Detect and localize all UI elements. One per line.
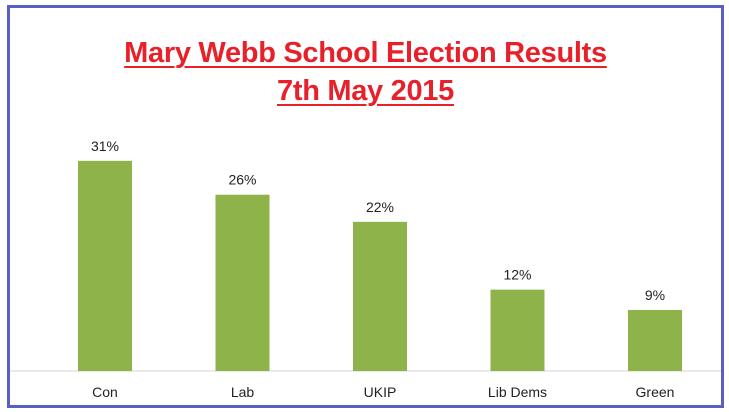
value-label-lib-dems: 12% (503, 267, 531, 283)
category-label-con: Con (92, 384, 118, 400)
bar-con (78, 160, 132, 371)
bar-chart: 31% 26% 22% 12% 9% Con Lab UKIP Lib Dems Green (10, 138, 721, 400)
bar-lib-dems (490, 289, 545, 371)
bars-group (78, 160, 682, 371)
bar-ukip (353, 221, 407, 371)
category-label-lab: Lab (231, 384, 255, 400)
value-label-lab: 26% (228, 172, 256, 188)
bar-lab (215, 194, 270, 371)
category-label-ukip: UKIP (364, 384, 397, 400)
value-label-green: 9% (645, 287, 665, 303)
value-label-ukip: 22% (366, 199, 394, 215)
value-label-con: 31% (91, 138, 119, 154)
chart-title: Mary Webb School Election Results (124, 37, 607, 69)
category-labels-group: Con Lab UKIP Lib Dems Green (92, 384, 674, 400)
value-labels-group: 31% 26% 22% 12% 9% (91, 138, 665, 303)
bar-green (628, 309, 682, 371)
category-label-green: Green (636, 384, 675, 400)
chart-frame: Mary Webb School Election Results 7th Ma… (7, 5, 724, 408)
chart-subtitle: 7th May 2015 (277, 75, 454, 107)
category-label-lib-dems: Lib Dems (488, 384, 547, 400)
